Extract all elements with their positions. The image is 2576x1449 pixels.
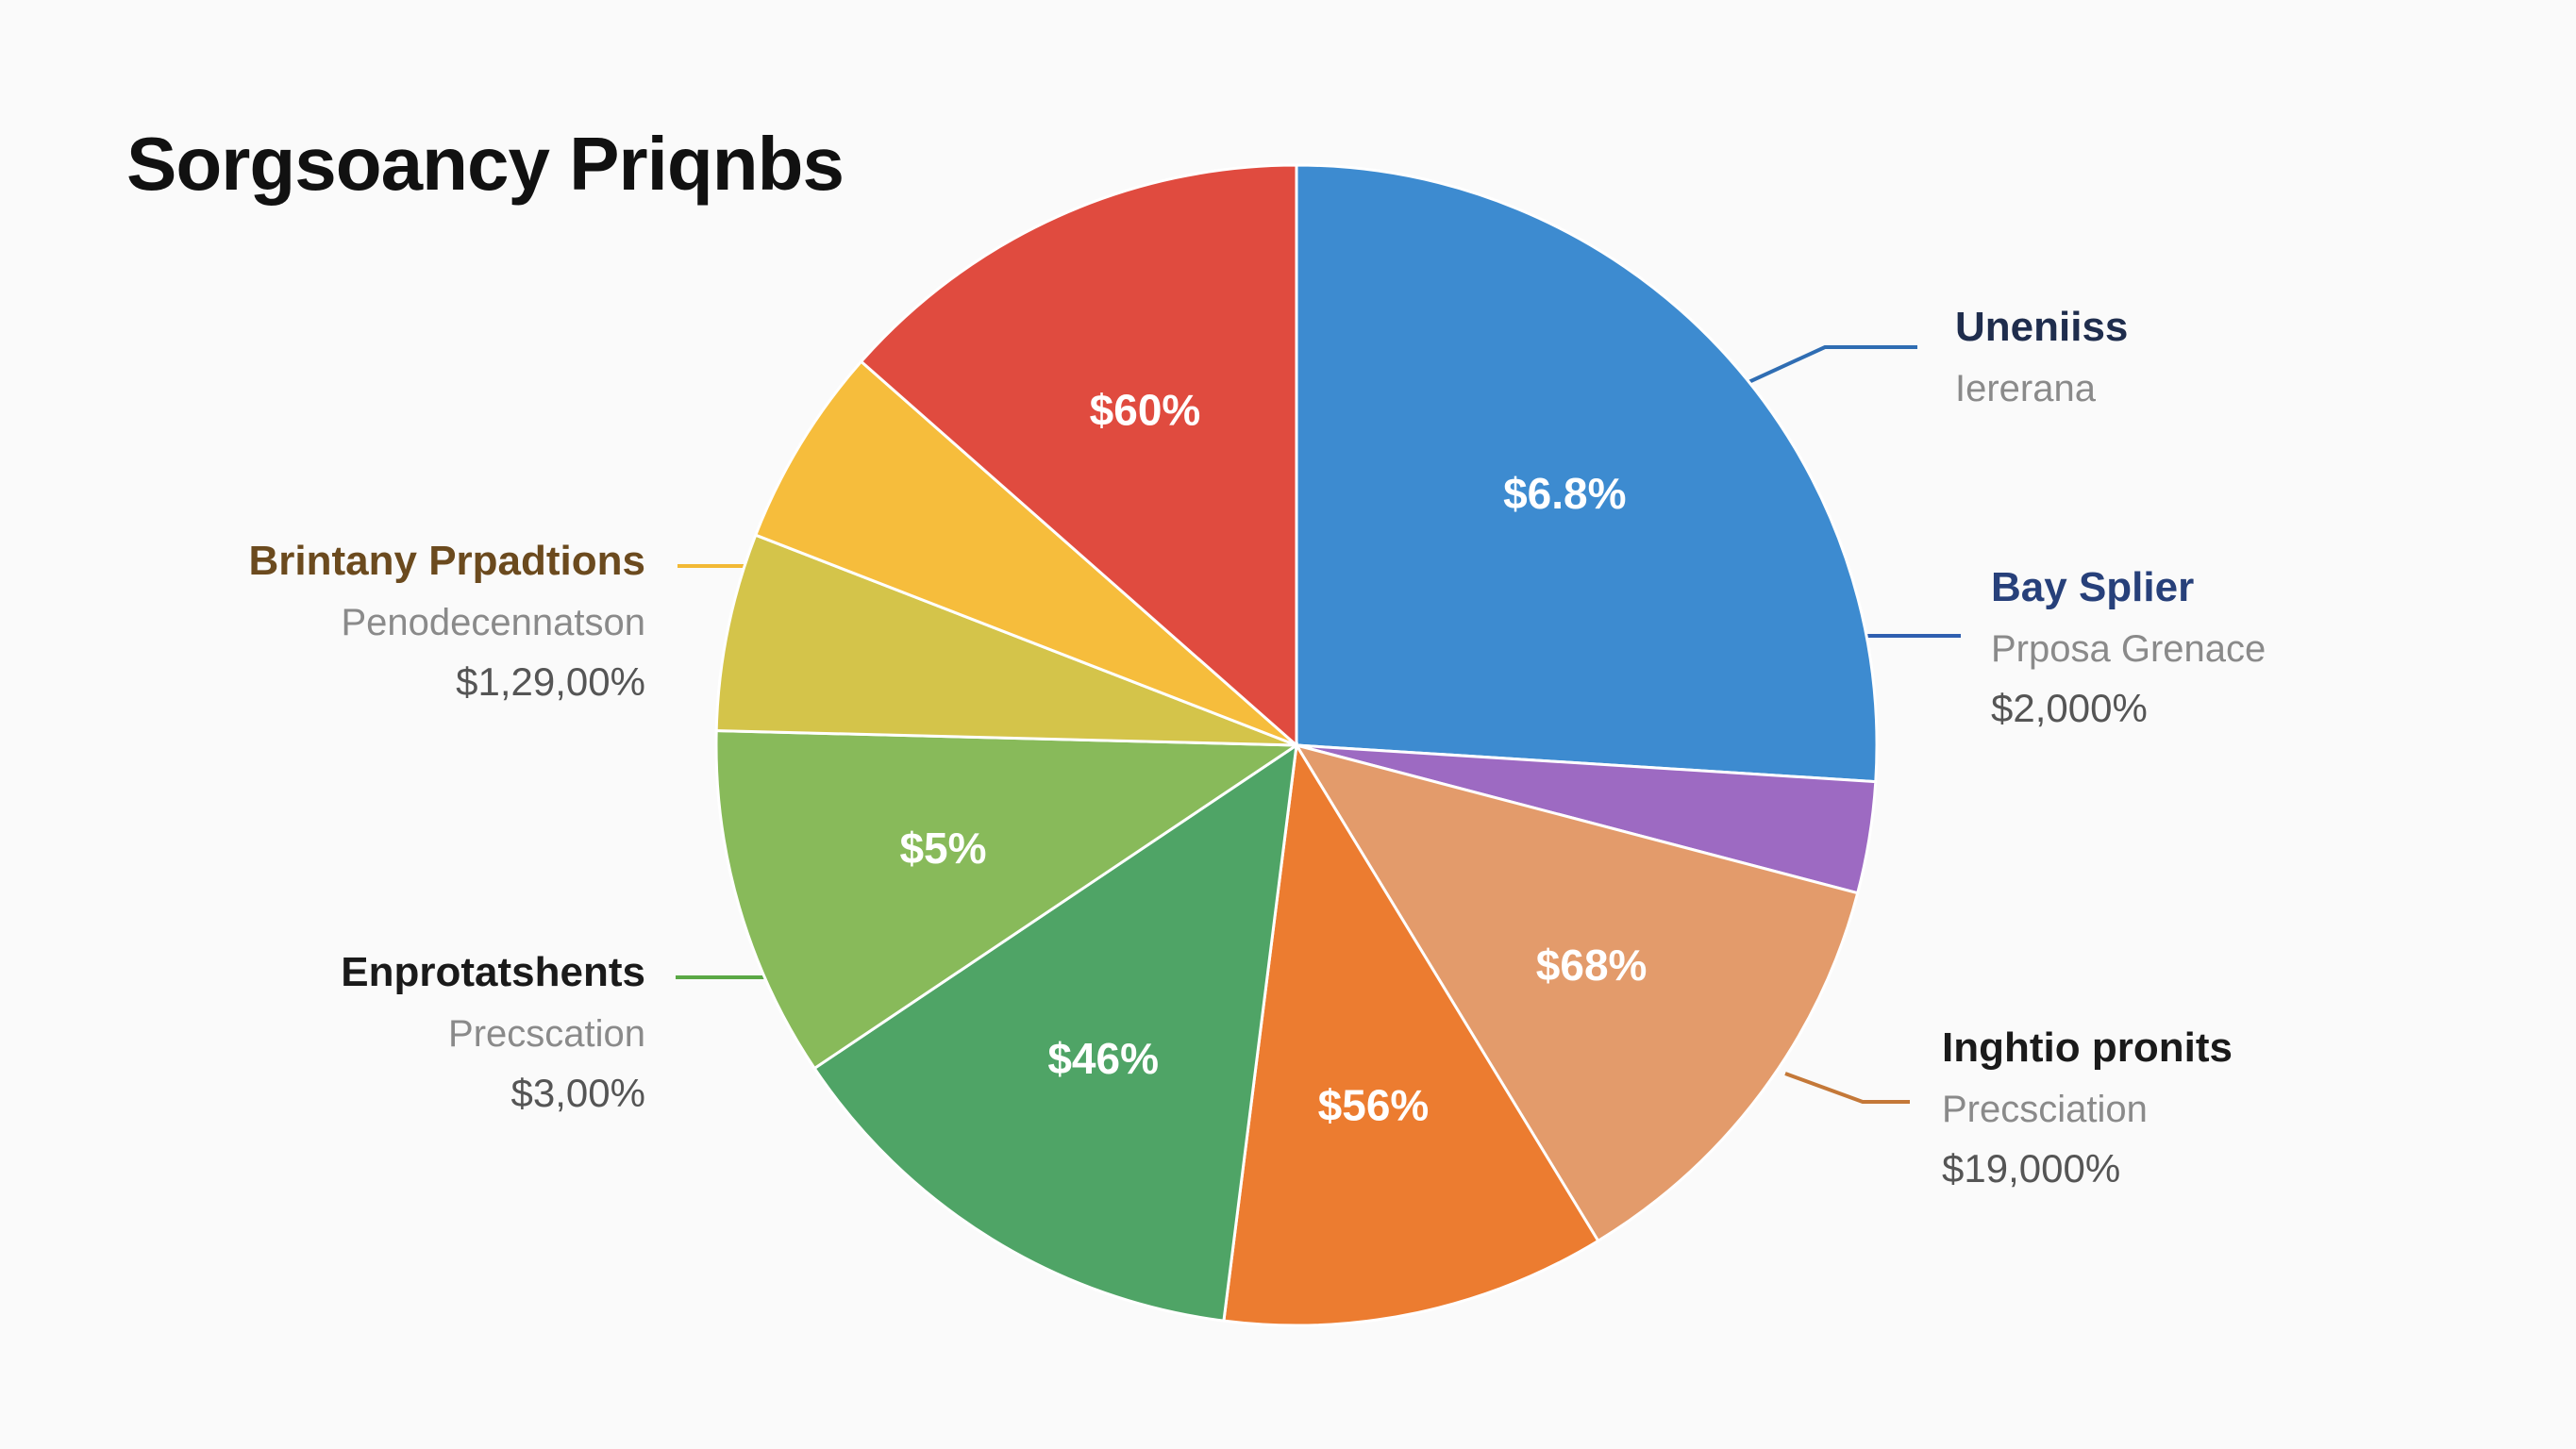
pie-slice-6	[714, 533, 1297, 747]
slice-label-0: $6.8%	[1503, 469, 1626, 518]
callout-sub: Prposa Grenace	[1991, 628, 2267, 670]
pie-slice-0	[1295, 163, 1879, 784]
callout-sub: Precsciation	[1942, 1089, 2148, 1130]
leader-line-2	[1784, 1072, 1910, 1104]
callout-name: Uneniiss	[1955, 304, 2129, 350]
slice-label-3: $56%	[1318, 1080, 1430, 1129]
callout-inghtio-pronits: Inghtio pronits Precsciation $19,000%	[1942, 1024, 2470, 1191]
callout-bay-splier: Bay Splier Prposa Grenace $2,000%	[1991, 564, 2519, 731]
pie-slice-8	[859, 163, 1298, 749]
callout-sub: Precscation	[448, 1013, 645, 1055]
callout-value: $1,29,00%	[456, 659, 645, 704]
pie-slice-7	[753, 359, 1297, 747]
pie-slice-4	[812, 741, 1298, 1323]
callout-uneniiss: Uneniiss Iererana	[1955, 304, 2484, 425]
slice-label-4: $46%	[1047, 1034, 1159, 1083]
callout-enprotatshents: Enprotatshents Precscation $3,00%	[117, 949, 645, 1116]
callout-sub: Iererana	[1955, 368, 2096, 409]
callout-brintany-prpadtions: Brintany Prpadtions Penodecennatson $1,2…	[117, 538, 646, 705]
callout-name: Bay Splier	[1991, 564, 2195, 610]
slice-label-2: $68%	[1536, 941, 1648, 990]
callout-value: $3,00%	[510, 1071, 645, 1115]
callout-name: Inghtio pronits	[1942, 1024, 2233, 1071]
callout-name: Enprotatshents	[341, 949, 645, 995]
pie-slice-labels: $6.8% $68% $56% $46% $5% $60%	[899, 386, 1647, 1130]
pie-slice-3	[1222, 741, 1600, 1327]
slice-label-8: $60%	[1090, 386, 1201, 435]
pie-slice-2	[1293, 742, 1860, 1243]
pie-slice-5	[714, 729, 1301, 1071]
chart-title: Sorgsoancy Priqnbs	[126, 122, 845, 206]
leader-line-0	[1733, 345, 1917, 391]
callout-sub: Penodecennatson	[341, 602, 646, 643]
pie-slices	[714, 163, 1879, 1327]
callout-value: $19,000%	[1942, 1146, 2121, 1191]
slice-label-5: $5%	[899, 824, 986, 873]
callout-name: Brintany Prpadtions	[248, 538, 646, 584]
callout-value: $2,000%	[1991, 686, 2148, 730]
